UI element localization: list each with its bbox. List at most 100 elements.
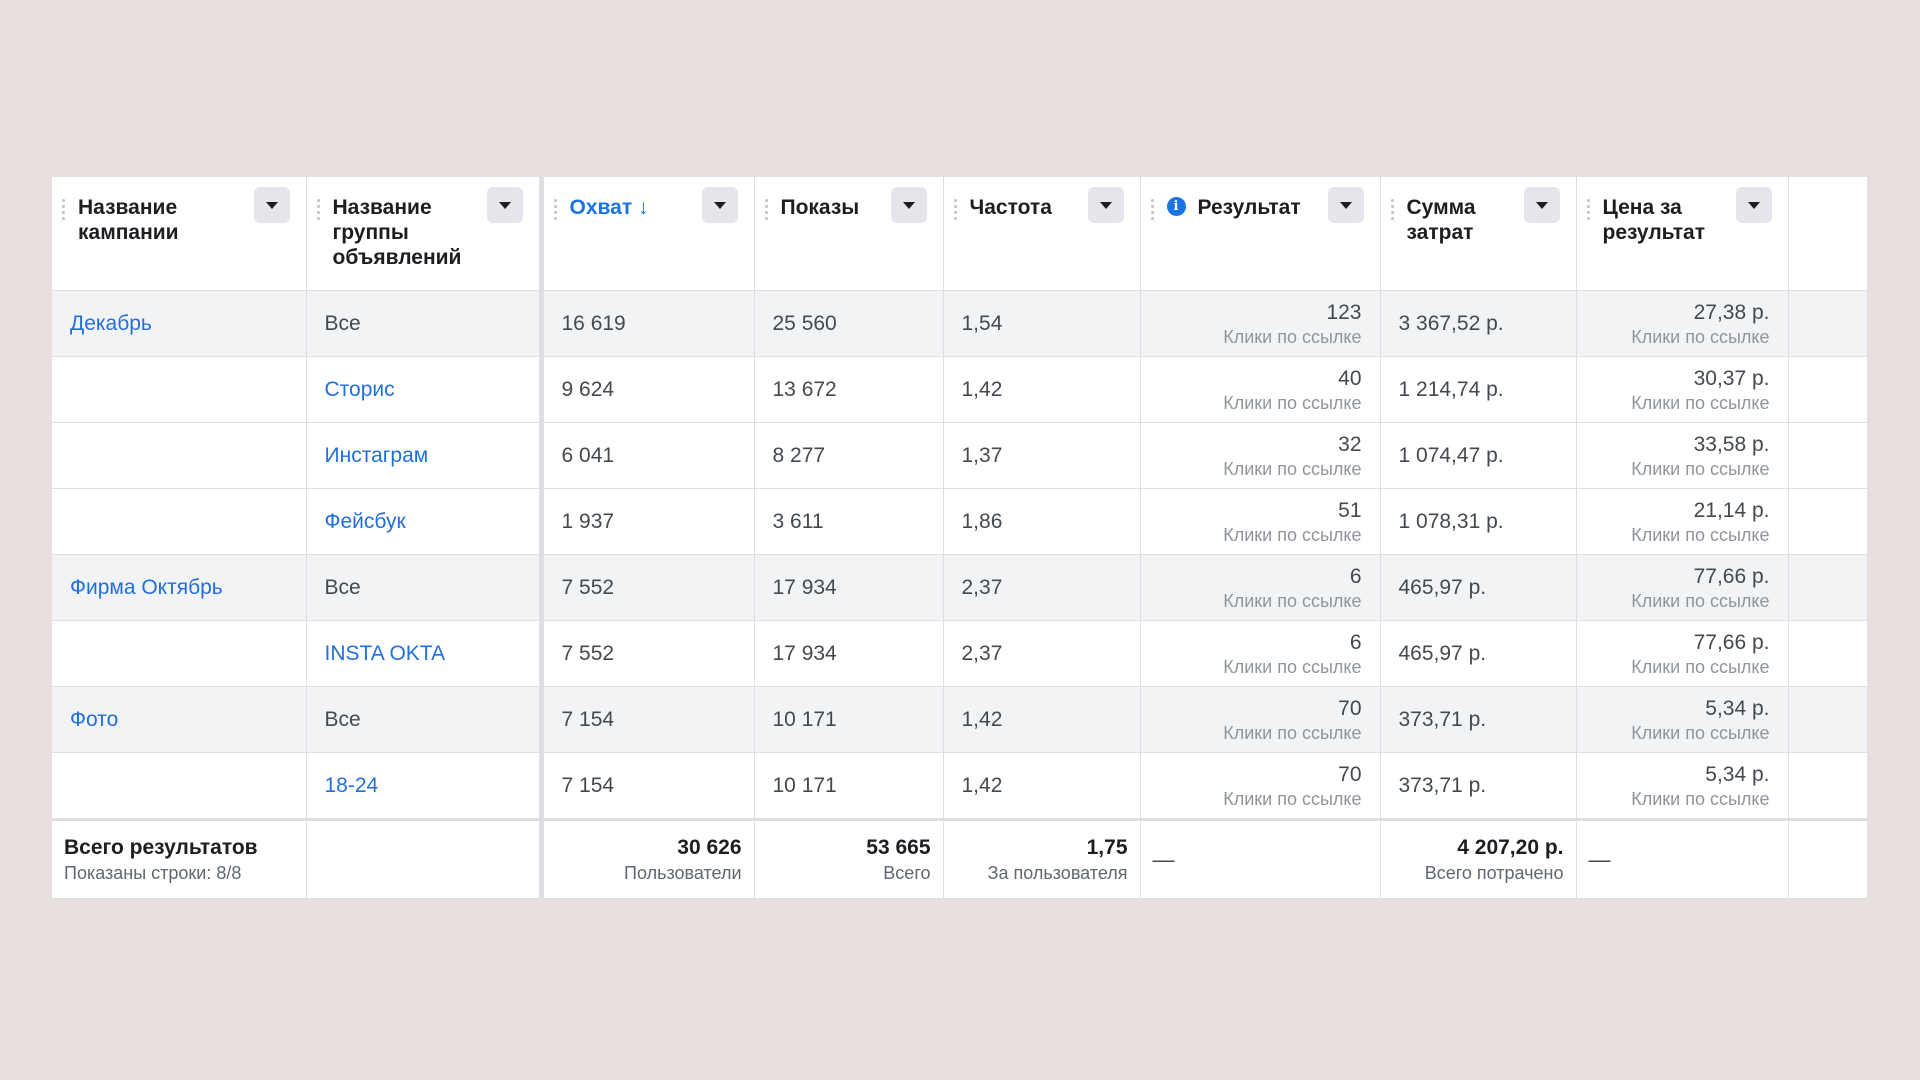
column-dropdown-button[interactable] xyxy=(701,187,738,223)
column-drag-handle-icon[interactable] xyxy=(953,195,960,220)
cell-trailing xyxy=(1788,290,1868,357)
cell-cost-per-result: 27,38 р. Клики по ссылке xyxy=(1576,290,1789,357)
cost-type: Клики по ссылке xyxy=(1631,590,1770,611)
totals-trailing-cell xyxy=(1788,818,1868,899)
totals-spend: 4 207,20 р. xyxy=(1457,836,1564,859)
cost-type: Клики по ссылке xyxy=(1631,392,1770,413)
cell-frequency: 1,42 xyxy=(943,356,1141,423)
result-type: Клики по ссылке xyxy=(1223,788,1362,809)
campaign-name-empty xyxy=(52,488,307,555)
adset-name-link[interactable]: Фейсбук xyxy=(306,488,544,555)
cost-value: 77,66 р. xyxy=(1693,630,1770,654)
totals-frequency-cell: 1,75 За пользователя xyxy=(943,818,1141,899)
result-type: Клики по ссылке xyxy=(1223,656,1362,677)
result-value: 123 xyxy=(1326,300,1362,324)
result-type: Клики по ссылке xyxy=(1223,524,1362,545)
cost-value: 30,37 р. xyxy=(1693,366,1770,390)
cell-impressions: 10 171 xyxy=(754,686,944,753)
totals-reach: 30 626 xyxy=(677,836,742,859)
column-drag-handle-icon[interactable] xyxy=(62,195,68,220)
cell-frequency: 2,37 xyxy=(943,554,1141,621)
cell-spend: 1 074,47 р. xyxy=(1380,422,1577,489)
cell-result: 70 Клики по ссылке xyxy=(1140,752,1381,820)
table-row[interactable]: Инстаграм 6 041 8 277 1,37 32 Клики по ссылке… xyxy=(52,422,1868,489)
cell-frequency: 2,37 xyxy=(943,620,1141,687)
column-dropdown-button[interactable] xyxy=(486,187,523,223)
ads-report-table-container: Название кампании Название группы объявле… xyxy=(52,177,1868,899)
column-dropdown-button[interactable] xyxy=(1087,187,1124,223)
column-dropdown-button[interactable] xyxy=(1735,187,1772,223)
cell-result: 40 Клики по ссылке xyxy=(1140,356,1381,423)
column-drag-handle-icon[interactable] xyxy=(1390,195,1397,220)
cost-type: Клики по ссылке xyxy=(1631,788,1770,809)
cell-reach: 6 041 xyxy=(541,422,755,489)
column-header-spend[interactable]: Сумма затрат xyxy=(1380,177,1577,291)
campaign-name-link[interactable]: Декабрь xyxy=(52,290,307,357)
cost-type: Клики по ссылке xyxy=(1631,722,1770,743)
adset-name-link[interactable]: 18-24 xyxy=(306,752,544,820)
info-icon[interactable]: i xyxy=(1166,197,1186,216)
result-value: 32 xyxy=(1338,432,1362,456)
table-row[interactable]: Фото Все 7 154 10 171 1,42 70 Клики по ссылке 3… xyxy=(52,686,1868,753)
table-row[interactable]: Фейсбук 1 937 3 611 1,86 51 Клики по ссылке 1 … xyxy=(52,488,1868,555)
result-value: 6 xyxy=(1349,630,1362,654)
adset-name-link[interactable]: Сторис xyxy=(306,356,544,423)
campaign-name-link[interactable]: Фото xyxy=(52,686,307,753)
totals-empty-cell xyxy=(306,818,544,899)
cost-type: Клики по ссылке xyxy=(1631,458,1770,479)
campaign-name-link[interactable]: Фирма Октябрь xyxy=(52,554,307,621)
column-drag-handle-icon[interactable] xyxy=(316,195,323,220)
cell-frequency: 1,54 xyxy=(943,290,1141,357)
result-type: Клики по ссылке xyxy=(1223,326,1362,347)
caret-down-icon xyxy=(265,201,278,209)
cell-spend: 373,71 р. xyxy=(1380,752,1577,820)
result-type: Клики по ссылке xyxy=(1223,722,1362,743)
totals-impressions-cell: 53 665 Всего xyxy=(754,818,944,899)
adset-name-all: Все xyxy=(306,554,544,621)
column-dropdown-button[interactable] xyxy=(890,187,927,223)
column-header-cost-per-result[interactable]: Цена за результат xyxy=(1576,177,1789,291)
table-row[interactable]: Фирма Октябрь Все 7 552 17 934 2,37 6 Клики по… xyxy=(52,554,1868,621)
table-row[interactable]: INSTA OKTA 7 552 17 934 2,37 6 Клики по ссылк… xyxy=(52,620,1868,687)
table-row[interactable]: Сторис 9 624 13 672 1,42 40 Клики по ссылке 1 … xyxy=(52,356,1868,423)
column-header-result[interactable]: i Результат xyxy=(1140,177,1381,291)
cell-trailing xyxy=(1788,422,1868,489)
column-header-reach[interactable]: Охват ↓ xyxy=(541,177,755,291)
column-header-adset-name[interactable]: Название группы объявлений xyxy=(306,177,544,291)
column-drag-handle-icon[interactable] xyxy=(1150,195,1157,220)
totals-reach-cell: 30 626 Пользователи xyxy=(541,818,755,899)
cell-trailing xyxy=(1788,686,1868,753)
column-header-label: Название группы объявлений xyxy=(332,196,462,269)
totals-spend-sub: Всего потрачено xyxy=(1424,863,1564,883)
column-header-label: Сумма затрат xyxy=(1406,196,1476,244)
cell-spend: 3 367,52 р. xyxy=(1380,290,1577,357)
campaign-name-empty xyxy=(52,620,307,687)
column-drag-handle-icon[interactable] xyxy=(764,195,771,220)
cell-spend: 465,97 р. xyxy=(1380,554,1577,621)
column-header-label: Результат xyxy=(1197,196,1301,219)
column-header-impressions[interactable]: Показы xyxy=(754,177,944,291)
cell-result: 123 Клики по ссылке xyxy=(1140,290,1381,357)
cost-type: Клики по ссылке xyxy=(1631,326,1770,347)
cost-value: 33,58 р. xyxy=(1693,432,1770,456)
result-value: 70 xyxy=(1338,696,1362,720)
column-header-campaign-name[interactable]: Название кампании xyxy=(52,177,307,291)
column-header-label: Название кампании xyxy=(78,196,179,244)
cell-reach: 7 552 xyxy=(541,554,755,621)
column-dropdown-button[interactable] xyxy=(1327,187,1364,223)
table-row[interactable]: 18-24 7 154 10 171 1,42 70 Клики по ссылке 373… xyxy=(52,752,1868,820)
cost-type: Клики по ссылке xyxy=(1631,656,1770,677)
cost-value: 5,34 р. xyxy=(1705,696,1770,720)
column-header-label: Частота xyxy=(969,196,1052,219)
cell-cost-per-result: 5,34 р. Клики по ссылке xyxy=(1576,686,1789,753)
column-header-frequency[interactable]: Частота xyxy=(943,177,1141,291)
column-drag-handle-icon[interactable] xyxy=(1586,195,1593,220)
column-drag-handle-icon[interactable] xyxy=(553,195,560,220)
totals-label-cell: Всего результатов Показаны строки: 8/8 xyxy=(52,818,307,899)
column-dropdown-button[interactable] xyxy=(1523,187,1560,223)
adset-name-link[interactable]: Инстаграм xyxy=(306,422,544,489)
cell-impressions: 17 934 xyxy=(754,554,944,621)
table-row[interactable]: Декабрь Все 16 619 25 560 1,54 123 Клики по сс… xyxy=(52,290,1868,357)
adset-name-link[interactable]: INSTA OKTA xyxy=(306,620,544,687)
column-dropdown-button[interactable] xyxy=(253,187,290,223)
